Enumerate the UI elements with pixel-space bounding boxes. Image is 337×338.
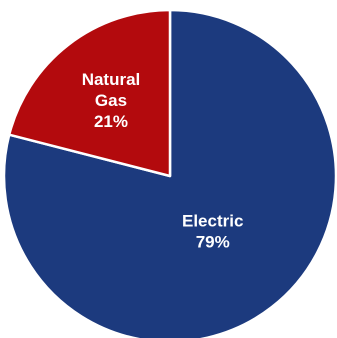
- slice-label-electric: Electric 79%: [182, 212, 243, 252]
- pie-slice-electric: [2, 8, 337, 338]
- slice-label-natural-gas: Natural Gas 21%: [82, 70, 141, 131]
- pie-slice-natural-gas: [7, 8, 172, 178]
